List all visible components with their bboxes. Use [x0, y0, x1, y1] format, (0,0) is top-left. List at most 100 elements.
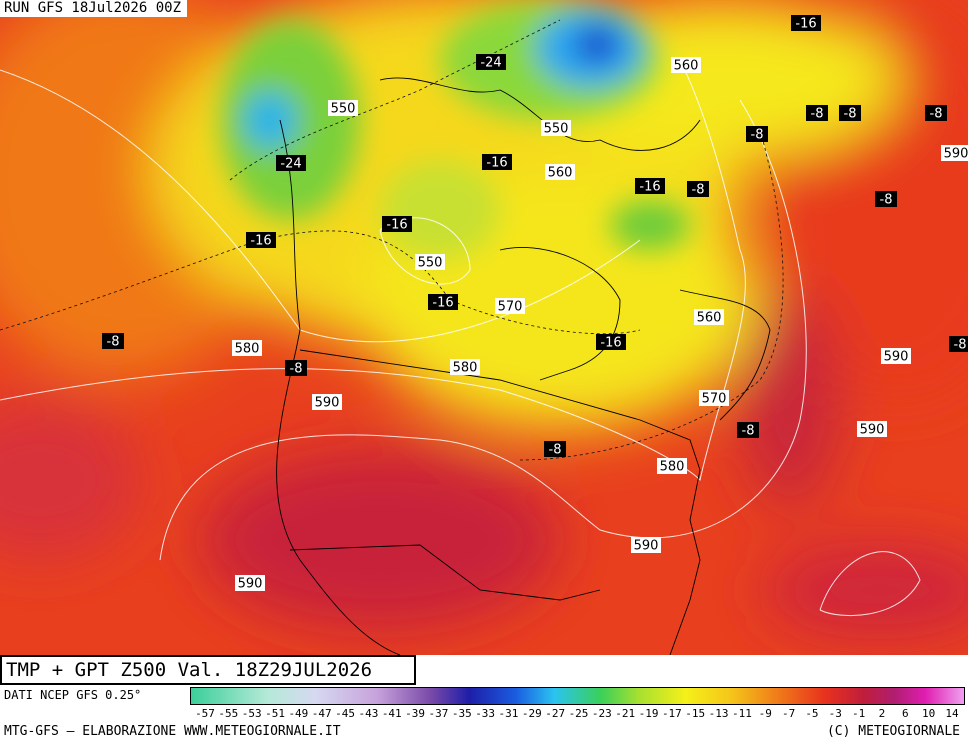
color-tick-label: -43 [358, 707, 379, 720]
color-tick-label: -31 [498, 707, 519, 720]
color-tick-label: -19 [638, 707, 659, 720]
height-label-box [694, 309, 724, 325]
temp-label: -8 [692, 183, 705, 198]
temp-label-box [875, 191, 897, 207]
height-label-box [328, 100, 358, 116]
height-label-box [541, 120, 571, 136]
color-tick-label: -41 [381, 707, 402, 720]
temp-label: -16 [795, 17, 816, 32]
color-tick-label: -45 [335, 707, 355, 720]
temp-label: -8 [880, 193, 893, 208]
temp-label-box [246, 232, 276, 248]
temp-label: -16 [432, 296, 453, 311]
height-label-box [545, 164, 575, 180]
height-label: 560 [548, 166, 573, 181]
color-tick-label: -21 [615, 707, 636, 720]
height-label-box [857, 421, 887, 437]
height-label-box [235, 575, 265, 591]
temp-label-box [482, 154, 512, 170]
color-tick-label: -3 [828, 707, 842, 720]
temp-label-box [102, 333, 124, 349]
height-label-box [671, 57, 701, 73]
height-label: 590 [238, 577, 263, 592]
color-tick-label: 14 [945, 707, 959, 720]
temp-label-box [737, 422, 759, 438]
temp-label: -16 [486, 156, 507, 171]
color-tick-label: -5 [805, 707, 819, 720]
copyright: (C) METEOGIORNALE [826, 724, 960, 739]
temp-label: -8 [107, 335, 120, 350]
height-label: 560 [697, 311, 722, 326]
temp-label: -8 [751, 128, 764, 143]
height-label: 570 [702, 392, 727, 407]
color-tick-label: -53 [241, 707, 262, 720]
color-tick-label: -39 [405, 707, 426, 720]
temp-label-box [544, 441, 566, 457]
temp-label: -8 [811, 107, 824, 122]
color-tick-label: 10 [922, 707, 936, 720]
temp-label: -8 [844, 107, 857, 122]
height-label-box [657, 458, 687, 474]
color-tick-label: -27 [545, 707, 566, 720]
run-label: RUN GFS 18Jul2026 00Z [0, 0, 188, 17]
data-source: DATI NCEP GFS 0.25° [4, 688, 142, 702]
temp-label: -24 [280, 157, 301, 172]
temp-label: -16 [386, 218, 407, 233]
color-tick-label: -23 [591, 707, 612, 720]
color-tick-label: -29 [521, 707, 542, 720]
color-tick-label: 2 [878, 707, 886, 720]
temp-label-box [635, 178, 665, 194]
height-label-box [312, 394, 342, 410]
color-tick-label: -35 [451, 707, 472, 720]
temp-label: -8 [742, 424, 755, 439]
height-label: 570 [498, 300, 523, 315]
temp-label: -16 [600, 336, 621, 351]
height-label-box [450, 359, 480, 375]
color-tick-label: -33 [475, 707, 496, 720]
temp-label-box [925, 105, 947, 121]
height-label: 590 [315, 396, 340, 411]
height-label: 560 [674, 59, 699, 74]
temp-label-box [746, 126, 768, 142]
height-label: 590 [860, 423, 885, 438]
color-tick-label: -37 [428, 707, 449, 720]
color-bar [190, 687, 965, 705]
temp-label-box [839, 105, 861, 121]
credit: MTG-GFS — ELABORAZIONE WWW.METEOGIORNALE… [4, 724, 341, 739]
temp-label-box [596, 334, 626, 350]
temp-label-box [949, 336, 968, 352]
color-tick-label: -47 [311, 707, 332, 720]
temp-label: -24 [480, 56, 501, 71]
temp-label-box [382, 216, 412, 232]
temp-label-box [476, 54, 506, 70]
height-label: 580 [453, 361, 478, 376]
height-label-box [941, 145, 968, 161]
color-tick-label: -9 [758, 707, 772, 720]
height-label: 590 [884, 350, 909, 365]
color-tick-label: -17 [661, 707, 682, 720]
color-tick-label: -49 [288, 707, 309, 720]
temp-label: -16 [250, 234, 271, 249]
temp-label-box [791, 15, 821, 31]
height-label: 590 [944, 147, 968, 162]
height-label: 550 [544, 122, 569, 137]
height-label-box [881, 348, 911, 364]
height-label: 550 [418, 256, 443, 271]
temp-label-box [806, 105, 828, 121]
height-label-box [495, 298, 525, 314]
color-tick-label: -25 [568, 707, 589, 720]
temp-label: -8 [549, 443, 562, 458]
color-tick-label: -57 [195, 707, 215, 720]
color-tick-label: 6 [902, 707, 909, 720]
height-label: 580 [660, 460, 685, 475]
color-tick-label: -51 [265, 707, 285, 720]
height-label: 550 [331, 102, 356, 117]
color-tick-label: -15 [685, 707, 706, 720]
temp-label: -8 [930, 107, 943, 122]
color-tick-label: -13 [708, 707, 729, 720]
temp-label-box [285, 360, 307, 376]
color-tick-label: -11 [731, 707, 752, 720]
map-title: TMP + GPT Z500 Val. 18Z29JUL2026 [0, 655, 416, 685]
height-label-box [631, 537, 661, 553]
weather-map: 550 550 560 550 570 560 560 580 580 590 570 580 590 5… [0, 0, 968, 655]
